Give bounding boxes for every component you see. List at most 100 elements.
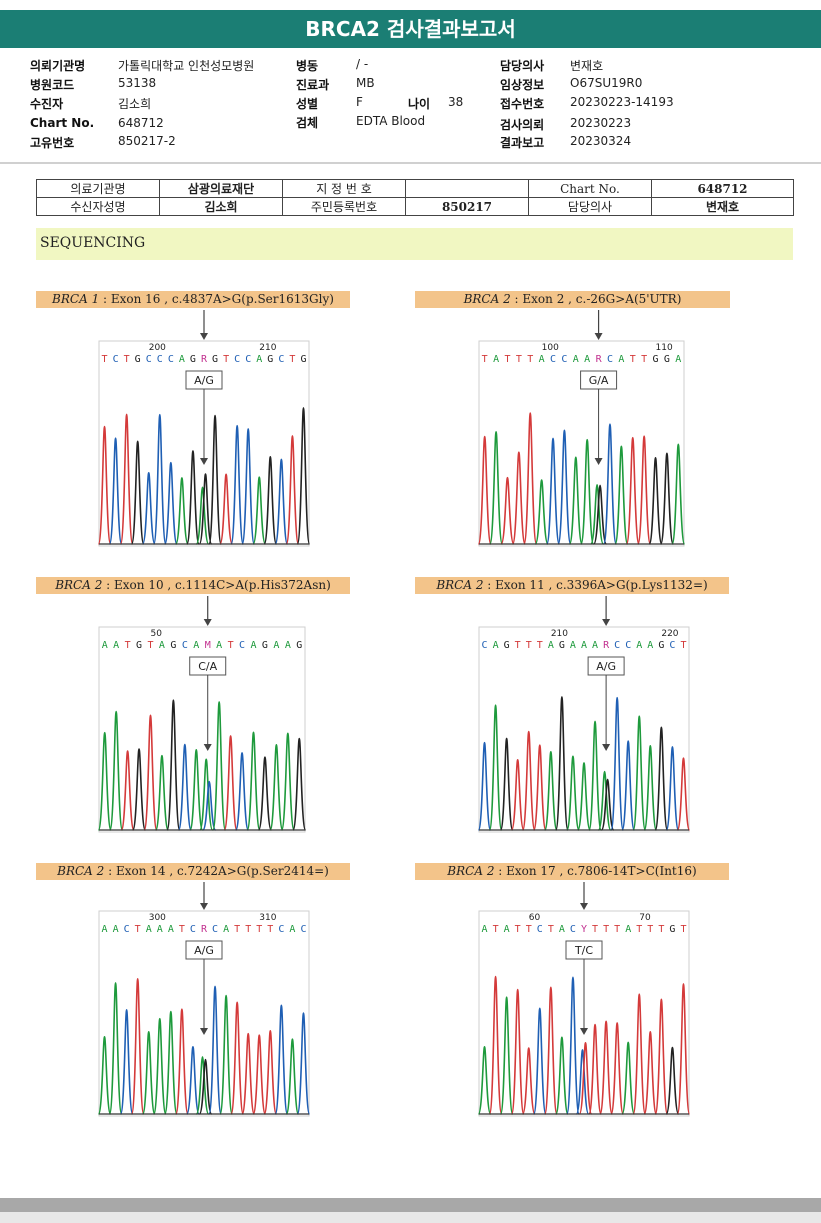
base-letter: A [146, 924, 152, 935]
header-label: 진료과 [296, 78, 330, 92]
header-value: EDTA Blood [356, 114, 426, 128]
footer-strip [0, 1212, 821, 1223]
base-letter: C [182, 640, 188, 651]
info-label: 수신자성명 [36, 197, 160, 216]
base-letter: T [526, 924, 532, 935]
base-letter: C [146, 354, 152, 365]
position-number: 310 [259, 913, 276, 923]
arrow-head [594, 458, 603, 465]
trace-peak [654, 726, 669, 831]
trace-peak [637, 435, 652, 545]
trace-peak [555, 1036, 569, 1115]
info-row-1: 의료기관명 삼광의료재단 지 정 번 호 Chart No. 648712 [36, 179, 794, 198]
trace-peak [257, 756, 273, 831]
base-letter: A [570, 640, 576, 651]
trace-peak [97, 1035, 112, 1115]
base-letter: T [614, 924, 620, 935]
trace-peak [643, 1030, 658, 1115]
trace-peak [131, 748, 147, 831]
base-letter: A [102, 640, 108, 651]
trace-peak [108, 982, 123, 1115]
base-letter: G [296, 640, 302, 651]
trace-peak [152, 413, 167, 545]
trace-peak [610, 696, 625, 831]
trace-peak [230, 424, 245, 545]
trace-peak [296, 1012, 311, 1115]
base-letter: A [102, 924, 108, 935]
base-letter: A [256, 354, 262, 365]
trace-peak [241, 1032, 256, 1115]
trace-peak [175, 1008, 189, 1115]
variant-label: BRCA 2 : Exon 17 , c.7806-14T>C(Int16) [415, 863, 729, 880]
base-letter: R [201, 924, 208, 935]
base-letter: A [592, 640, 598, 651]
base-letter: R [201, 354, 208, 365]
base-letter: A [493, 640, 499, 651]
trace-peak [97, 425, 112, 545]
trace-peak [189, 749, 204, 831]
trace-peak [593, 484, 608, 545]
base-letter: C [245, 354, 251, 365]
base-letter: C [113, 354, 119, 365]
base-letter: A [159, 640, 165, 651]
trace-peak [532, 744, 547, 831]
trace-peak [499, 737, 514, 831]
base-letter: C [278, 354, 284, 365]
trace-peak [625, 436, 640, 545]
trace-peak [230, 1001, 245, 1115]
trace-peak [195, 1056, 210, 1115]
base-letter: A [573, 354, 579, 365]
gene-name: BRCA 2 [57, 864, 105, 878]
trace-peak [532, 1007, 547, 1115]
arrow-head [200, 458, 208, 465]
base-letter: G [262, 640, 268, 651]
base-letter: G [559, 640, 565, 651]
trace-peak [511, 451, 526, 545]
trace-peak [274, 458, 289, 545]
base-letter: A [157, 924, 163, 935]
base-letter: C [537, 924, 543, 935]
base-letter: A [625, 924, 631, 935]
base-letter: A [113, 640, 119, 651]
base-letter: A [179, 354, 185, 365]
trace-peak [643, 744, 658, 831]
arrow-head [580, 903, 588, 910]
trace-peak [143, 714, 158, 831]
trace-peak [632, 993, 647, 1115]
header-label: 검체 [296, 116, 319, 130]
header-label: 병동 [296, 59, 319, 73]
trace-peak [545, 437, 561, 545]
base-letter: T [234, 924, 240, 935]
trace-peak [202, 780, 217, 831]
variant-label: BRCA 2 : Exon 14 , c.7242A>G(p.Ser2414=) [36, 863, 350, 880]
base-letter: A [482, 924, 488, 935]
trace-peak [292, 737, 307, 831]
info-value: 김소희 [159, 197, 283, 216]
base-letter: T [124, 354, 130, 365]
trace-peak [186, 1045, 200, 1115]
base-letter: G [669, 924, 675, 935]
trace-peak [499, 996, 514, 1115]
trace-peak [521, 730, 536, 831]
variant-label: BRCA 2 : Exon 2 , c.-26G>A(5'UTR) [415, 291, 730, 308]
header-label: 결과보고 [500, 136, 545, 150]
trace-peak [588, 720, 602, 831]
header-label: 접수번호 [500, 97, 545, 111]
trace-peak [109, 710, 124, 831]
genotype-call: A/G [596, 660, 616, 673]
base-letter: A [216, 640, 222, 651]
trace-peak [597, 770, 612, 831]
trace-peak [632, 715, 647, 831]
base-letter: A [193, 640, 199, 651]
trace-peak [119, 1009, 134, 1115]
base-letter: T [289, 354, 295, 365]
variant-description: : Exon 14 , c.7242A>G(p.Ser2414=) [104, 864, 329, 878]
chromatogram: 50 A A T G T A G C A M A T C A G A A G C/A [89, 594, 315, 836]
base-letter: T [147, 640, 153, 651]
position-number: 110 [656, 343, 673, 353]
base-letter: T [630, 354, 636, 365]
base-letter: A [285, 640, 291, 651]
trace-peak [119, 413, 134, 545]
base-letter: T [548, 924, 554, 935]
base-letter: C [278, 924, 284, 935]
